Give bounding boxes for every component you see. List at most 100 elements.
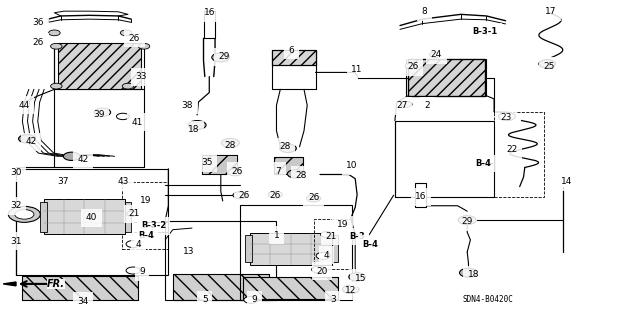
Circle shape xyxy=(228,169,242,176)
Bar xyxy=(202,155,237,174)
Bar xyxy=(245,235,252,262)
Bar xyxy=(408,59,485,96)
Text: 14: 14 xyxy=(561,177,572,186)
Text: 40: 40 xyxy=(86,213,97,222)
Text: 42: 42 xyxy=(25,137,36,146)
Circle shape xyxy=(405,63,417,69)
Text: 5: 5 xyxy=(202,295,207,304)
Bar xyxy=(415,183,426,207)
Bar xyxy=(240,205,352,300)
Bar xyxy=(125,202,131,232)
Circle shape xyxy=(126,241,140,248)
Text: 36: 36 xyxy=(33,18,44,27)
Text: B-3-2: B-3-2 xyxy=(141,221,166,230)
Bar xyxy=(408,59,485,96)
Bar xyxy=(165,221,276,300)
Text: 9: 9 xyxy=(140,267,145,276)
Text: 24: 24 xyxy=(431,50,442,59)
Circle shape xyxy=(19,135,35,143)
Circle shape xyxy=(280,144,296,152)
Bar xyxy=(332,235,338,262)
Circle shape xyxy=(429,52,441,58)
Circle shape xyxy=(321,232,332,237)
Text: 13: 13 xyxy=(183,247,195,256)
Circle shape xyxy=(127,211,137,216)
Text: 26: 26 xyxy=(129,34,140,43)
Text: 30: 30 xyxy=(10,168,22,177)
Bar xyxy=(243,277,338,299)
Text: 20: 20 xyxy=(316,267,328,276)
Circle shape xyxy=(268,191,282,198)
Circle shape xyxy=(122,83,134,89)
Text: 26: 26 xyxy=(231,167,243,176)
Bar xyxy=(44,199,125,234)
Text: 26: 26 xyxy=(269,191,281,200)
Bar xyxy=(16,169,168,275)
Text: 28: 28 xyxy=(295,171,307,180)
Bar xyxy=(40,202,47,232)
Circle shape xyxy=(116,113,129,120)
Circle shape xyxy=(460,268,477,277)
Circle shape xyxy=(8,206,40,222)
Text: 23: 23 xyxy=(500,113,511,122)
Text: 29: 29 xyxy=(218,52,230,61)
Text: 11: 11 xyxy=(351,65,363,74)
Text: 16: 16 xyxy=(415,192,427,201)
Circle shape xyxy=(312,266,326,273)
Text: 4: 4 xyxy=(136,241,141,249)
Circle shape xyxy=(212,53,230,62)
Circle shape xyxy=(51,43,62,49)
Text: 43: 43 xyxy=(118,177,129,186)
Text: 17: 17 xyxy=(545,7,556,16)
Bar xyxy=(204,11,215,38)
Text: 35: 35 xyxy=(201,158,212,167)
Text: 39: 39 xyxy=(93,110,105,119)
Text: 41: 41 xyxy=(132,118,143,127)
Circle shape xyxy=(188,121,206,130)
Text: 22: 22 xyxy=(506,145,518,154)
Text: 2: 2 xyxy=(425,101,430,110)
Circle shape xyxy=(244,296,258,303)
Text: 18: 18 xyxy=(188,125,199,134)
Bar xyxy=(274,157,303,174)
Bar xyxy=(173,274,269,300)
Text: 28: 28 xyxy=(225,141,236,150)
Text: 25: 25 xyxy=(543,62,555,70)
Circle shape xyxy=(307,195,321,202)
Circle shape xyxy=(499,112,515,121)
Text: 38: 38 xyxy=(182,101,193,110)
Text: 6: 6 xyxy=(289,46,294,55)
Circle shape xyxy=(539,60,556,68)
Circle shape xyxy=(316,252,330,259)
Text: 21: 21 xyxy=(129,209,140,218)
Text: 21: 21 xyxy=(326,232,337,241)
Circle shape xyxy=(63,152,80,160)
Text: B-3: B-3 xyxy=(349,232,365,241)
Text: 28: 28 xyxy=(279,142,291,151)
Text: 16: 16 xyxy=(204,8,216,17)
Circle shape xyxy=(233,192,247,199)
Bar xyxy=(272,50,316,65)
Circle shape xyxy=(15,210,34,219)
Circle shape xyxy=(458,216,476,225)
Text: 26: 26 xyxy=(407,63,419,71)
Text: B-4: B-4 xyxy=(362,240,378,249)
Text: 9: 9 xyxy=(252,295,257,304)
Text: 1: 1 xyxy=(274,231,279,240)
Bar xyxy=(22,276,138,300)
Bar xyxy=(58,43,141,89)
Bar xyxy=(243,277,338,299)
Text: 33: 33 xyxy=(135,72,147,81)
Text: B-4: B-4 xyxy=(138,231,154,240)
Circle shape xyxy=(126,267,140,274)
Text: 18: 18 xyxy=(468,271,479,279)
Circle shape xyxy=(349,273,365,281)
Text: 8: 8 xyxy=(422,7,427,16)
Text: 44: 44 xyxy=(19,101,30,110)
Text: 32: 32 xyxy=(10,201,22,210)
Text: B-4: B-4 xyxy=(476,159,491,168)
Text: 19: 19 xyxy=(140,197,152,205)
Text: 26: 26 xyxy=(33,38,44,47)
Text: 37: 37 xyxy=(57,177,68,186)
Text: 26: 26 xyxy=(308,193,319,202)
